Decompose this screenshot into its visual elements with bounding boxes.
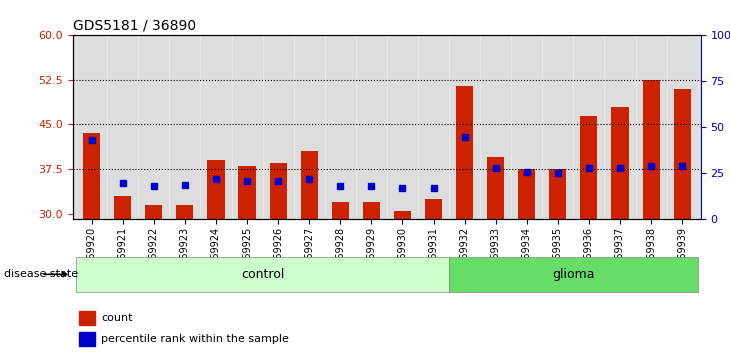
Bar — [456, 86, 473, 219]
Bar — [80, 332, 95, 346]
Text: control: control — [241, 268, 284, 281]
Bar — [674, 89, 691, 219]
Bar — [145, 205, 162, 219]
Bar — [363, 202, 380, 219]
Bar — [487, 157, 504, 219]
Text: percentile rank within the sample: percentile rank within the sample — [101, 334, 289, 344]
Text: glioma: glioma — [552, 268, 595, 281]
Bar — [394, 211, 411, 219]
Text: disease state: disease state — [4, 269, 78, 279]
Bar — [425, 199, 442, 219]
Bar — [642, 80, 660, 219]
Bar — [301, 151, 318, 219]
Text: GDS5181 / 36890: GDS5181 / 36890 — [73, 19, 196, 33]
Bar — [549, 169, 566, 219]
Bar — [239, 166, 255, 219]
Bar — [207, 160, 225, 219]
Bar — [114, 196, 131, 219]
Bar — [518, 169, 535, 219]
Bar — [331, 202, 349, 219]
Bar — [269, 163, 287, 219]
Bar — [580, 115, 597, 219]
Bar — [80, 312, 95, 325]
Bar — [83, 133, 100, 219]
FancyBboxPatch shape — [76, 257, 449, 292]
Text: count: count — [101, 313, 133, 323]
Bar — [612, 107, 629, 219]
Bar — [177, 205, 193, 219]
FancyBboxPatch shape — [449, 257, 698, 292]
